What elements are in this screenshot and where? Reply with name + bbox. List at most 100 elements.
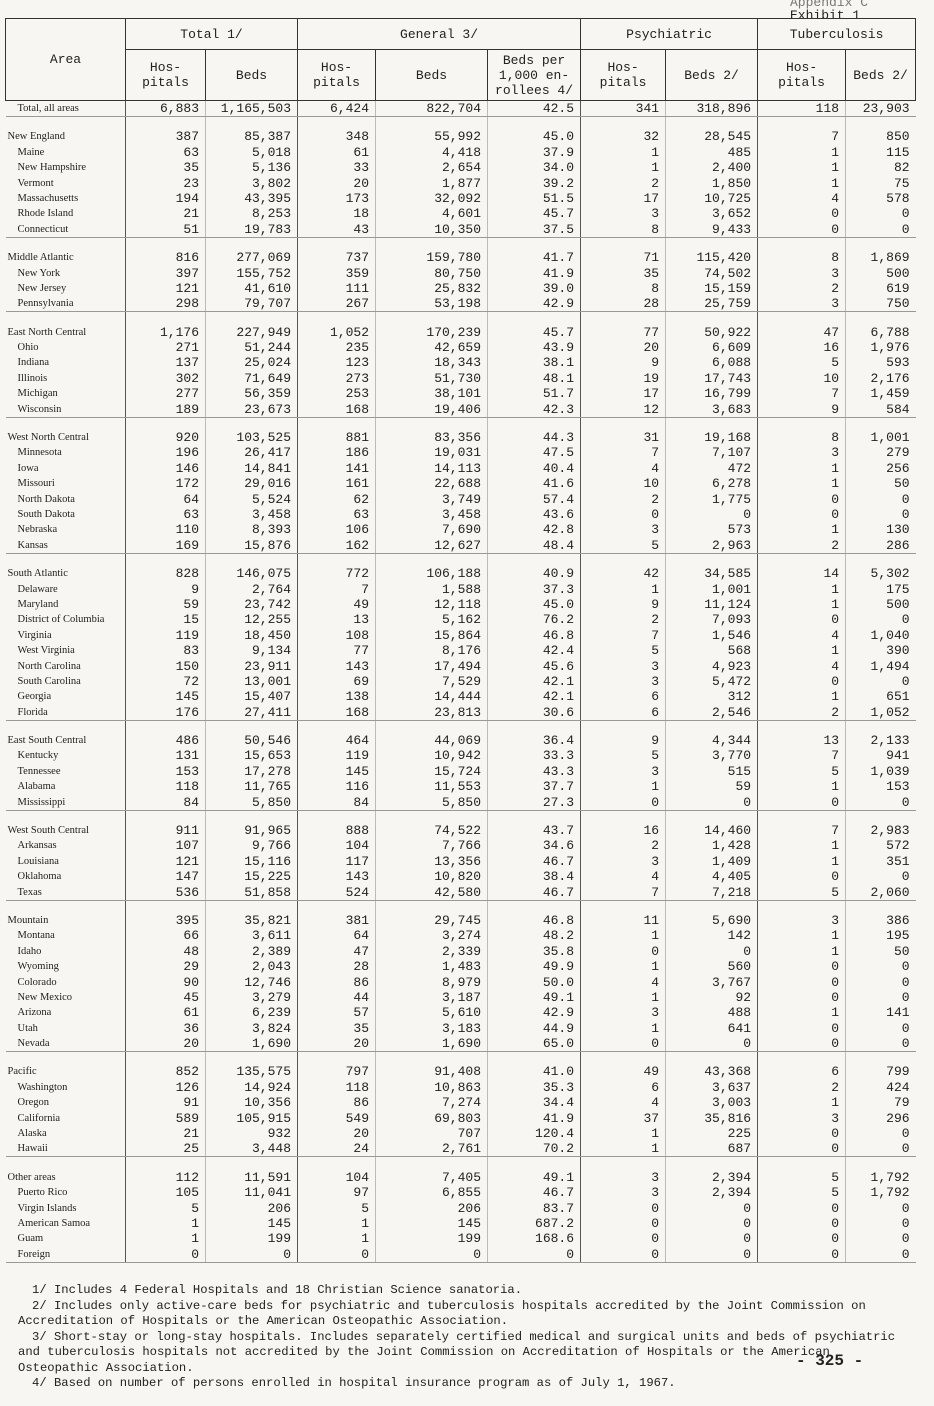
- cell: 5: [580, 642, 666, 659]
- cell: 3,767: [665, 974, 758, 990]
- cell: 0: [757, 221, 846, 238]
- area-name: Maryland: [17, 598, 59, 610]
- cell: 3,279: [204, 989, 298, 1005]
- data-row: North Carolina 150 23,911 143 17,494 45.6 3 4,9…: [6, 658, 916, 674]
- data-row: South Dakota 63 3,458 63 3,458 43.6 0 0 0 0: [6, 506, 916, 522]
- footnote: 1/ Includes 4 Federal Hospitals and 18 C…: [32, 1283, 523, 1297]
- cell: 3,802: [204, 175, 298, 191]
- cell: 63: [297, 506, 376, 522]
- cell: 1: [757, 778, 846, 795]
- cell: 1,877: [375, 175, 488, 191]
- total-body: Total, all areas 6,883 1,165,503 6,424 822,7…: [5, 100, 916, 117]
- cell: 7,766: [375, 838, 488, 854]
- cell: 83: [125, 642, 206, 659]
- area-name: South Carolina: [17, 675, 81, 687]
- cell: 47: [297, 943, 376, 959]
- cell: 175: [845, 581, 916, 597]
- cell: 4,344: [665, 720, 758, 749]
- cell: 1: [757, 927, 846, 944]
- cell: 50: [845, 475, 916, 492]
- cell: 1: [757, 943, 846, 959]
- cell: 0: [665, 1246, 758, 1263]
- cell: 43,395: [204, 190, 298, 206]
- cell: 6,278: [665, 475, 758, 492]
- cell: 3,274: [375, 927, 488, 944]
- cell: 162: [297, 537, 376, 554]
- cell: 64: [297, 927, 376, 944]
- cell: 16: [757, 339, 846, 356]
- cell: 42: [580, 553, 666, 582]
- data-row: East North Central 1,176 227,949 1,052 170,2…: [6, 311, 916, 340]
- cell: 0: [487, 1246, 581, 1263]
- cell: 5: [297, 1200, 376, 1216]
- cell: 881: [297, 417, 376, 446]
- page-number: - 325 -: [796, 1352, 864, 1370]
- cell: 199: [204, 1231, 298, 1247]
- cell: 6,788: [845, 311, 916, 340]
- cell: 79: [845, 1094, 916, 1111]
- cell: 1,792: [845, 1156, 916, 1185]
- cell: 17,494: [375, 658, 488, 674]
- cell: 6,239: [204, 1004, 298, 1021]
- cell: 141: [845, 1004, 916, 1021]
- cell: 13,001: [204, 673, 298, 689]
- cell: 1,165,503: [204, 100, 298, 117]
- cell: 86: [297, 974, 376, 990]
- cell: 750: [845, 295, 916, 313]
- cell: 1: [580, 144, 666, 160]
- cell: 1: [580, 159, 666, 176]
- cell: 206: [204, 1200, 298, 1216]
- cell: 141: [297, 460, 376, 476]
- cell: 0: [757, 974, 846, 990]
- data-row: Rhode Island 21 8,253 18 4,601 45.7 3 3,652 0 0: [6, 205, 916, 222]
- cell: 1: [297, 1215, 376, 1231]
- cell: 4: [757, 627, 846, 643]
- cell: 1: [580, 989, 666, 1005]
- cell: 16,799: [665, 385, 758, 402]
- cell: 36: [125, 1020, 206, 1036]
- cell: 572: [845, 838, 916, 854]
- data-row: Louisiana 121 15,116 117 13,356 46.7 3 1,409 1 35…: [6, 853, 916, 869]
- data-row: District of Columbia 15 12,255 13 5,162 76.2 2…: [6, 611, 916, 628]
- cell: 91: [125, 1094, 206, 1111]
- cell: 0: [580, 943, 666, 959]
- cell: 0: [757, 1200, 846, 1216]
- cell: 5: [125, 1200, 206, 1216]
- cell: 37.9: [487, 144, 581, 160]
- cell: 1,459: [845, 385, 916, 402]
- cell: 3,003: [665, 1094, 758, 1111]
- cell: 43: [297, 221, 376, 238]
- cell: 651: [845, 688, 916, 705]
- cell: 71: [580, 237, 666, 266]
- cell: 472: [665, 460, 758, 476]
- cell: 169: [125, 537, 206, 554]
- cell: 59: [125, 596, 206, 612]
- cell: 12,627: [375, 537, 488, 554]
- cell: 19: [580, 370, 666, 386]
- cell: 42.3: [487, 401, 581, 418]
- cell: 15,407: [204, 688, 298, 705]
- cell: 253: [297, 385, 376, 402]
- cell: 15: [125, 611, 206, 628]
- cell: 130: [845, 521, 916, 538]
- cell: 3: [580, 658, 666, 674]
- data-row: New Jersey 121 41,610 111 25,832 39.0 8 15,159 2…: [6, 280, 916, 296]
- cell: 161: [297, 475, 376, 492]
- cell: 41,610: [204, 280, 298, 296]
- cell: 1: [757, 642, 846, 659]
- cell: 37.5: [487, 221, 581, 238]
- footnote: 3/ Short-stay or long-stay hospitals. In…: [18, 1329, 896, 1375]
- cell: 153: [845, 778, 916, 795]
- cell: 21: [125, 1125, 206, 1142]
- cell: 19,168: [665, 417, 758, 446]
- cell: 46.7: [487, 884, 581, 901]
- cell: 33: [297, 159, 376, 176]
- cell: 57.4: [487, 491, 581, 507]
- data-row: West North Central 920 103,525 881 83,356 44.…: [6, 417, 916, 446]
- cell: 6: [580, 688, 666, 705]
- cell: 19,406: [375, 401, 488, 418]
- cell: 0: [665, 1231, 758, 1247]
- data-row: Oregon 91 10,356 86 7,274 34.4 4 3,003 1 79: [6, 1094, 916, 1111]
- cell: 1,494: [845, 658, 916, 674]
